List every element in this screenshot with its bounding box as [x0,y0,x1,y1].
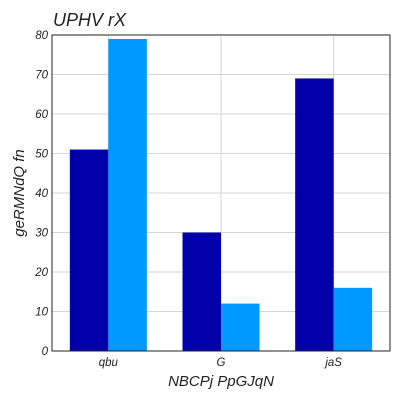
y-tick-label: 0 [42,346,49,358]
x-tick-label: G [217,357,226,369]
y-tick-label: 20 [34,267,48,279]
bars [69,38,373,351]
y-tick-label: 70 [35,70,48,82]
y-tick-label: 60 [35,109,48,121]
x-tick-label: qbu [99,357,119,369]
bar-jaS-series-2 [333,287,373,351]
y-tick-label: 10 [35,307,48,319]
bar-G-series-1 [182,232,221,351]
x-tick-label: jaS [323,357,342,369]
y-axis-label: geRMNdQ fn [11,149,28,237]
y-tick-label: 40 [35,188,48,200]
chart-title: UPHV rX [53,10,127,30]
x-axis-label: NBCPj PpGJqN [168,373,274,390]
plot-frame [51,34,391,352]
y-axis-ticks: 0 10 20 30 40 50 60 70 80 [34,30,48,358]
bar-qbu-series-2 [108,38,147,351]
bar-jaS-series-1 [295,78,334,351]
bar-qbu-series-1 [69,149,109,351]
y-tick-label: 50 [35,149,48,161]
y-tick-label: 30 [35,228,48,240]
bar-G-series-2 [221,303,260,351]
y-tick-label: 80 [35,30,48,42]
